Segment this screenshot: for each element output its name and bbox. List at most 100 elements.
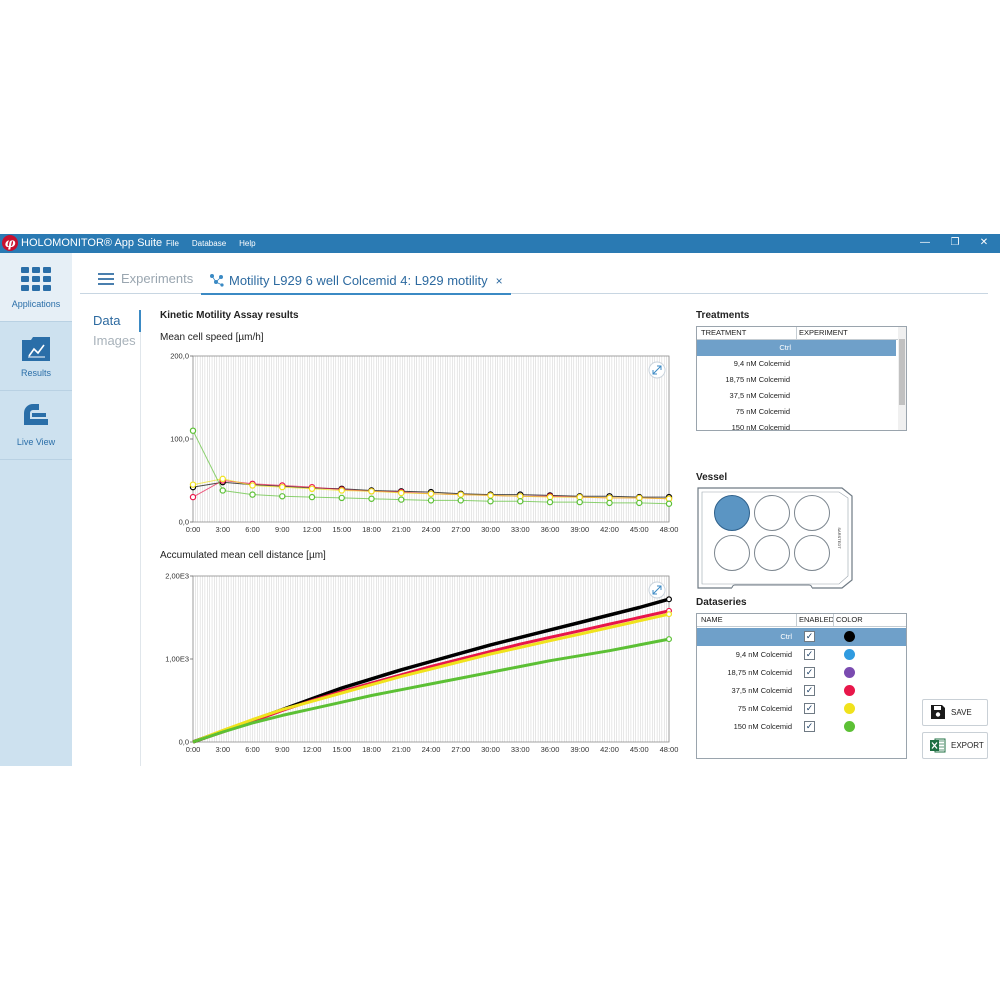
vessel-well[interactable] (714, 495, 750, 531)
treatments-table[interactable]: TREATMENT EXPERIMENT Ctrl 9,4 nM Colcemid… (696, 326, 907, 431)
data-point (189, 493, 197, 501)
treatments-scroll-thumb[interactable] (899, 339, 905, 405)
minimize-icon[interactable]: — (920, 237, 930, 248)
sidebar: Applications Results Live View (0, 253, 72, 766)
enabled-checkbox[interactable]: ✓ (804, 703, 815, 714)
subnav-data[interactable]: Data (93, 313, 121, 328)
close-window-icon[interactable]: ✕ (979, 237, 989, 248)
treatment-row[interactable]: 37,5 nM Colcemid (697, 388, 896, 404)
y-tick-label: 2,00E3 (165, 572, 189, 581)
treatment-name: Ctrl (779, 343, 791, 352)
treatment-name: 18,75 nM Colcemid (725, 375, 790, 384)
dataseries-row[interactable]: 150 nM Colcemid ✓ (697, 718, 906, 736)
data-point (636, 499, 643, 507)
data-point (338, 487, 345, 494)
subnav-images[interactable]: Images (93, 333, 136, 348)
hamburger-menu-icon[interactable] (98, 270, 114, 288)
data-point (219, 487, 226, 494)
tab-experiments[interactable]: Experiments (121, 271, 194, 286)
col-color[interactable]: COLOR (833, 614, 863, 626)
series-color-dot[interactable] (844, 721, 855, 732)
data-point (665, 500, 673, 507)
save-label: SAVE (951, 708, 972, 717)
dataseries-row[interactable]: 37,5 nM Colcemid ✓ (697, 682, 906, 700)
treatment-row[interactable]: 150 nM Colcemid (697, 420, 896, 430)
treatment-row[interactable]: Ctrl (697, 340, 896, 356)
treatment-row[interactable]: 75 nM Colcemid (697, 404, 896, 420)
speed-chart[interactable]: 0,0 100,0 200,0 0:00 3:00 6:00 9:00 12:00 15:00 1… (160, 346, 690, 542)
x-tick-label: 48:00 (660, 525, 679, 534)
treatments-scrollbar[interactable] (898, 327, 906, 430)
series-color-dot[interactable] (844, 703, 855, 714)
col-name[interactable]: NAME (701, 615, 723, 624)
treatments-header: TREATMENT EXPERIMENT (697, 327, 906, 340)
enabled-checkbox[interactable]: ✓ (804, 631, 815, 642)
x-tick-label: 9:00 (275, 745, 290, 754)
expand-chart-icon[interactable] (648, 361, 666, 379)
treatment-row[interactable]: 18,75 nM Colcemid (697, 372, 896, 388)
vessel-well[interactable] (754, 535, 790, 571)
series-color-dot[interactable] (844, 667, 855, 678)
sidebar-item-results[interactable]: Results (0, 322, 72, 391)
x-tick-label: 39:00 (570, 525, 589, 534)
treatment-row[interactable]: 9,4 nM Colcemid (697, 356, 896, 372)
vessel-well[interactable] (754, 495, 790, 531)
series-color-dot[interactable] (844, 685, 855, 696)
x-tick-label: 33:00 (511, 745, 530, 754)
sidebar-item-live-view[interactable]: Live View (0, 391, 72, 460)
col-enabled[interactable]: ENABLED (796, 614, 834, 626)
maximize-icon[interactable]: ❐ (950, 237, 960, 248)
vessel-well[interactable] (794, 495, 830, 531)
series-color-dot[interactable] (844, 631, 855, 642)
x-tick-label: 6:00 (245, 745, 260, 754)
close-tab-icon[interactable]: × (495, 274, 503, 288)
vessel-title: Vessel (696, 472, 728, 483)
data-point (606, 499, 613, 507)
distance-chart[interactable]: 0,0 1,00E3 2,00E3 0:00 3:00 6:00 9:00 12:00 15:0… (160, 566, 690, 762)
data-point (457, 497, 464, 504)
dataseries-name: Ctrl (780, 632, 792, 641)
tab-bar: Experiments Motility L929 6 well Colcemi… (80, 267, 988, 295)
menu-bar: File Database Help (166, 238, 256, 249)
series-line (192, 637, 670, 744)
dataseries-row[interactable]: 75 nM Colcemid ✓ (697, 700, 906, 718)
x-tick-label: 0:00 (186, 745, 201, 754)
data-point (576, 498, 583, 506)
x-tick-label: 15:00 (332, 745, 351, 754)
menu-file[interactable]: File (166, 239, 179, 248)
enabled-checkbox[interactable]: ✓ (804, 667, 815, 678)
enabled-checkbox[interactable]: ✓ (804, 649, 815, 660)
grid-lines (192, 576, 670, 742)
data-point (368, 495, 375, 502)
tab-motility[interactable]: Motility L929 6 well Colcemid 4: L929 mo… (201, 267, 511, 295)
series-color-dot[interactable] (844, 649, 855, 660)
x-tick-label: 45:00 (630, 525, 649, 534)
sidebar-label-applications: Applications (11, 299, 61, 309)
menu-help[interactable]: Help (239, 239, 256, 248)
vessel-plate[interactable]: SARSTEDT (696, 486, 856, 590)
x-tick-label: 42:00 (600, 525, 619, 534)
dataseries-row[interactable]: Ctrl ✓ (697, 628, 906, 646)
x-tick-label: 3:00 (215, 525, 230, 534)
vessel-brand-label: SARSTEDT (837, 527, 842, 549)
save-button[interactable]: SAVE (922, 699, 988, 726)
x-tick-label: 3:00 (215, 745, 230, 754)
sidebar-item-applications[interactable]: Applications (0, 253, 72, 322)
expand-chart-icon[interactable] (648, 581, 666, 599)
enabled-checkbox[interactable]: ✓ (804, 685, 815, 696)
dataseries-row[interactable]: 9,4 nM Colcemid ✓ (697, 646, 906, 664)
enabled-checkbox[interactable]: ✓ (804, 721, 815, 732)
data-point (279, 493, 286, 500)
sidebar-label-results: Results (20, 368, 51, 378)
col-treatment[interactable]: TREATMENT (701, 328, 747, 337)
vessel-well[interactable] (714, 535, 750, 571)
menu-database[interactable]: Database (191, 239, 227, 248)
dataseries-title: Dataseries (696, 597, 747, 608)
vessel-well[interactable] (794, 535, 830, 571)
col-experiment[interactable]: EXPERIMENT (796, 327, 848, 339)
dataseries-row[interactable]: 18,75 nM Colcemid ✓ (697, 664, 906, 682)
x-tick-label: 27:00 (451, 745, 470, 754)
section-title: Kinetic Motility Assay results (160, 310, 299, 321)
export-button[interactable]: EXPORT (922, 732, 988, 759)
x-tick-label: 15:00 (332, 525, 351, 534)
